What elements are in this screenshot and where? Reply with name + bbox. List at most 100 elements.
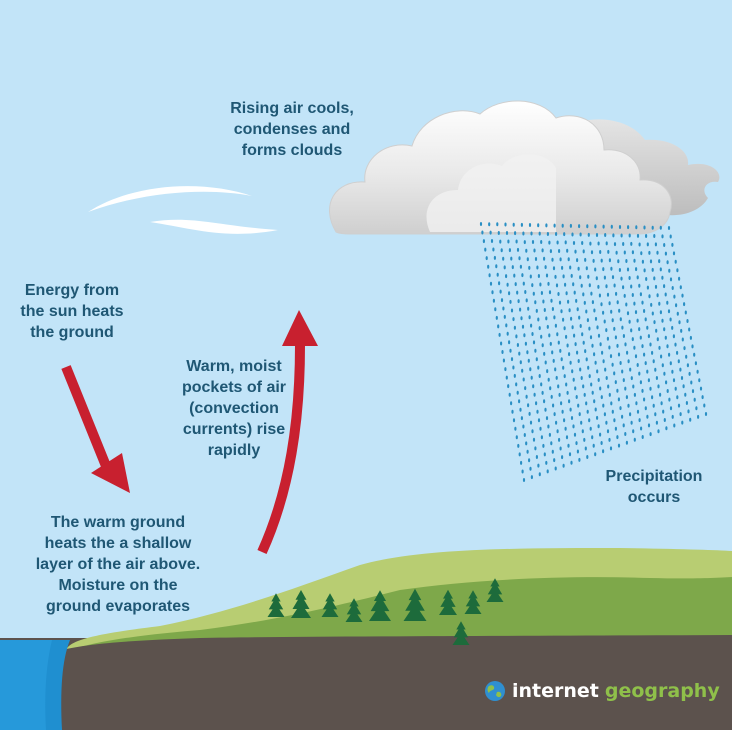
raindrop-icon [535,357,538,362]
raindrop-icon [563,326,566,331]
raindrop-icon [507,239,510,244]
raindrop-icon [508,248,511,253]
raindrop-icon [515,382,518,387]
raindrop-icon [703,403,706,408]
raindrop-icon [676,268,679,273]
raindrop-icon [539,426,542,431]
raindrop-icon [572,241,576,245]
raindrop-icon [556,429,559,434]
raindrop-icon [527,358,530,363]
ground-base [0,638,732,730]
raindrop-icon [627,403,630,408]
raindrop-icon [556,240,559,245]
raindrop-icon [683,346,686,351]
raindrop-icon [555,420,558,425]
raindrop-icon [649,432,652,437]
raindrop-icon [522,377,525,382]
raindrop-icon [689,335,693,340]
tree-icon [439,589,457,615]
raindrop-icon [550,298,553,303]
raindrop-icon [537,463,540,468]
globe-icon [485,681,505,701]
raindrop-icon [505,375,508,380]
raindrop-icon [503,314,506,319]
raindrop-icon [526,350,529,355]
raindrop-icon [662,409,665,414]
sun-energy-arrow [61,365,130,493]
raindrop-icon [530,231,533,236]
raindrop-icon [611,362,614,367]
raindrop-icon [582,292,585,297]
raindrop-icon [513,325,517,330]
raindrop-icon [521,469,524,474]
raindrop-icon [519,407,522,412]
raindrop-icon [655,376,659,380]
raindrop-icon [636,318,639,323]
raindrop-icon [654,367,657,372]
water-shadow [0,640,52,730]
raindrop-icon [545,460,548,465]
raindrop-icon [517,299,520,304]
raindrop-icon [534,348,537,353]
raindrop-icon [647,423,651,428]
raindrop-icon [555,232,558,236]
raindrop-icon [664,292,667,297]
raindrop-icon [535,455,539,459]
raindrop-icon [583,392,586,397]
raindrop-icon [479,222,483,226]
raindrop-icon [659,225,662,230]
raindrop-icon [597,333,601,338]
raindrop-icon [551,449,554,454]
raindrop-icon [639,292,643,297]
raindrop-icon [590,382,593,387]
raindrop-icon [578,315,581,320]
raindrop-icon [540,435,544,440]
raindrop-icon [647,378,651,383]
raindrop-icon [673,294,676,299]
raindrop-icon [659,392,662,397]
raindrop-icon [570,316,573,321]
raindrop-icon [691,389,695,394]
raindrop-icon [573,333,576,338]
raindrop-icon [594,224,597,229]
raindrop-icon [530,323,533,328]
raindrop-icon [547,424,550,429]
raindrop-icon [511,265,514,270]
raindrop-icon [626,311,630,316]
raindrop-icon [500,341,503,346]
raindrop-icon [494,307,497,312]
raindrop-icon [589,241,592,246]
raindrop-icon [599,386,602,391]
raindrop-icon [579,275,582,280]
raindrop-icon [639,335,642,340]
raindrop-icon [676,311,679,316]
raindrop-icon [684,392,687,397]
raindrop-icon [496,272,499,277]
raindrop-icon [678,276,681,281]
raindrop-icon [697,414,700,419]
raindrop-icon [585,357,588,362]
raindrop-icon [520,222,524,227]
raindrop-icon [597,284,600,289]
raindrop-icon [502,358,505,363]
raindrop-icon [688,327,691,332]
raindrop-icon [665,426,668,431]
raindrop-icon [603,275,607,280]
raindrop-icon [645,277,648,281]
raindrop-icon [641,435,644,439]
raindrop-icon [605,241,608,246]
raindrop-icon [573,290,576,295]
raindrop-icon [621,369,624,374]
raindrop-icon [536,409,539,414]
raindrop-icon [651,225,654,230]
raindrop-icon [519,264,523,269]
raindrop-icon [561,409,564,414]
raindrop-icon [512,317,515,322]
raindrop-icon [615,250,618,255]
raindrop-icon [510,308,514,313]
raindrop-icon [529,367,532,372]
raindrop-icon [646,242,649,247]
raindrop-icon [564,282,567,287]
raindrop-icon [557,292,560,296]
tree-icon [452,621,470,645]
